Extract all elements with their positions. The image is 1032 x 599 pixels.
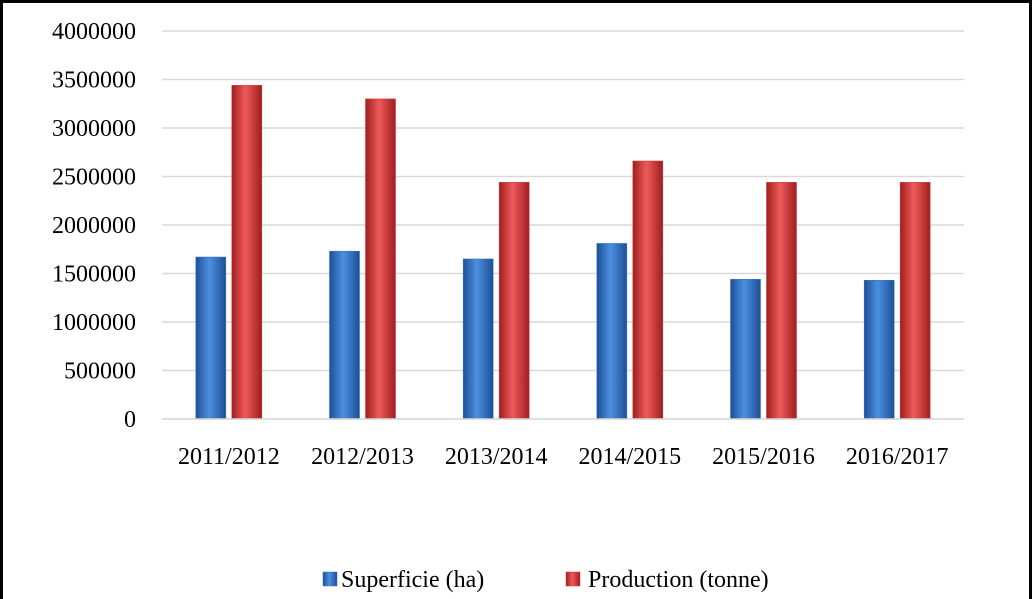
y-tick-label: 0 xyxy=(124,407,136,433)
bar-superficie xyxy=(730,279,761,420)
legend-swatch-superficie xyxy=(322,571,338,587)
bar-superficie xyxy=(462,258,494,420)
y-tick-label: 3000000 xyxy=(52,116,136,142)
gridlines xyxy=(162,30,964,420)
x-tick-label: 2016/2017 xyxy=(846,444,949,470)
bar-superficie xyxy=(863,280,895,420)
x-tick-label: 2013/2014 xyxy=(445,444,548,470)
bars xyxy=(195,85,931,420)
y-tick-label: 4000000 xyxy=(52,19,136,45)
bar-production xyxy=(365,98,396,420)
bar-production xyxy=(899,182,931,420)
legend-label-superficie: Superficie (ha) xyxy=(341,567,484,593)
y-axis: 0 500000 1000000 1500000 2000000 2500000 30000… xyxy=(52,19,136,433)
y-tick-label: 2500000 xyxy=(52,165,136,191)
y-tick-label: 2000000 xyxy=(52,213,136,239)
y-tick-label: 500000 xyxy=(64,359,136,385)
x-tick-label: 2015/2016 xyxy=(712,444,815,470)
bar-superficie xyxy=(195,256,227,420)
y-tick-label: 1000000 xyxy=(52,310,136,336)
legend-label-production: Production (tonne) xyxy=(588,567,769,593)
x-tick-label: 2011/2012 xyxy=(178,444,280,470)
bar-production xyxy=(231,85,263,420)
y-tick-label: 3500000 xyxy=(52,68,136,94)
legend-swatch-production xyxy=(565,571,581,587)
legend: Superficie (ha) Production (tonne) xyxy=(322,567,769,593)
bar-production xyxy=(766,182,797,420)
bar-production xyxy=(498,182,530,420)
x-tick-label: 2012/2013 xyxy=(311,444,414,470)
bar-superficie xyxy=(329,250,360,420)
y-tick-label: 1500000 xyxy=(52,262,136,288)
x-tick-label: 2014/2015 xyxy=(578,444,681,470)
x-axis: 2011/2012 2012/2013 2013/2014 2014/2015 2015… xyxy=(162,418,964,470)
bar-superficie xyxy=(596,243,628,420)
bar-production xyxy=(632,160,664,420)
